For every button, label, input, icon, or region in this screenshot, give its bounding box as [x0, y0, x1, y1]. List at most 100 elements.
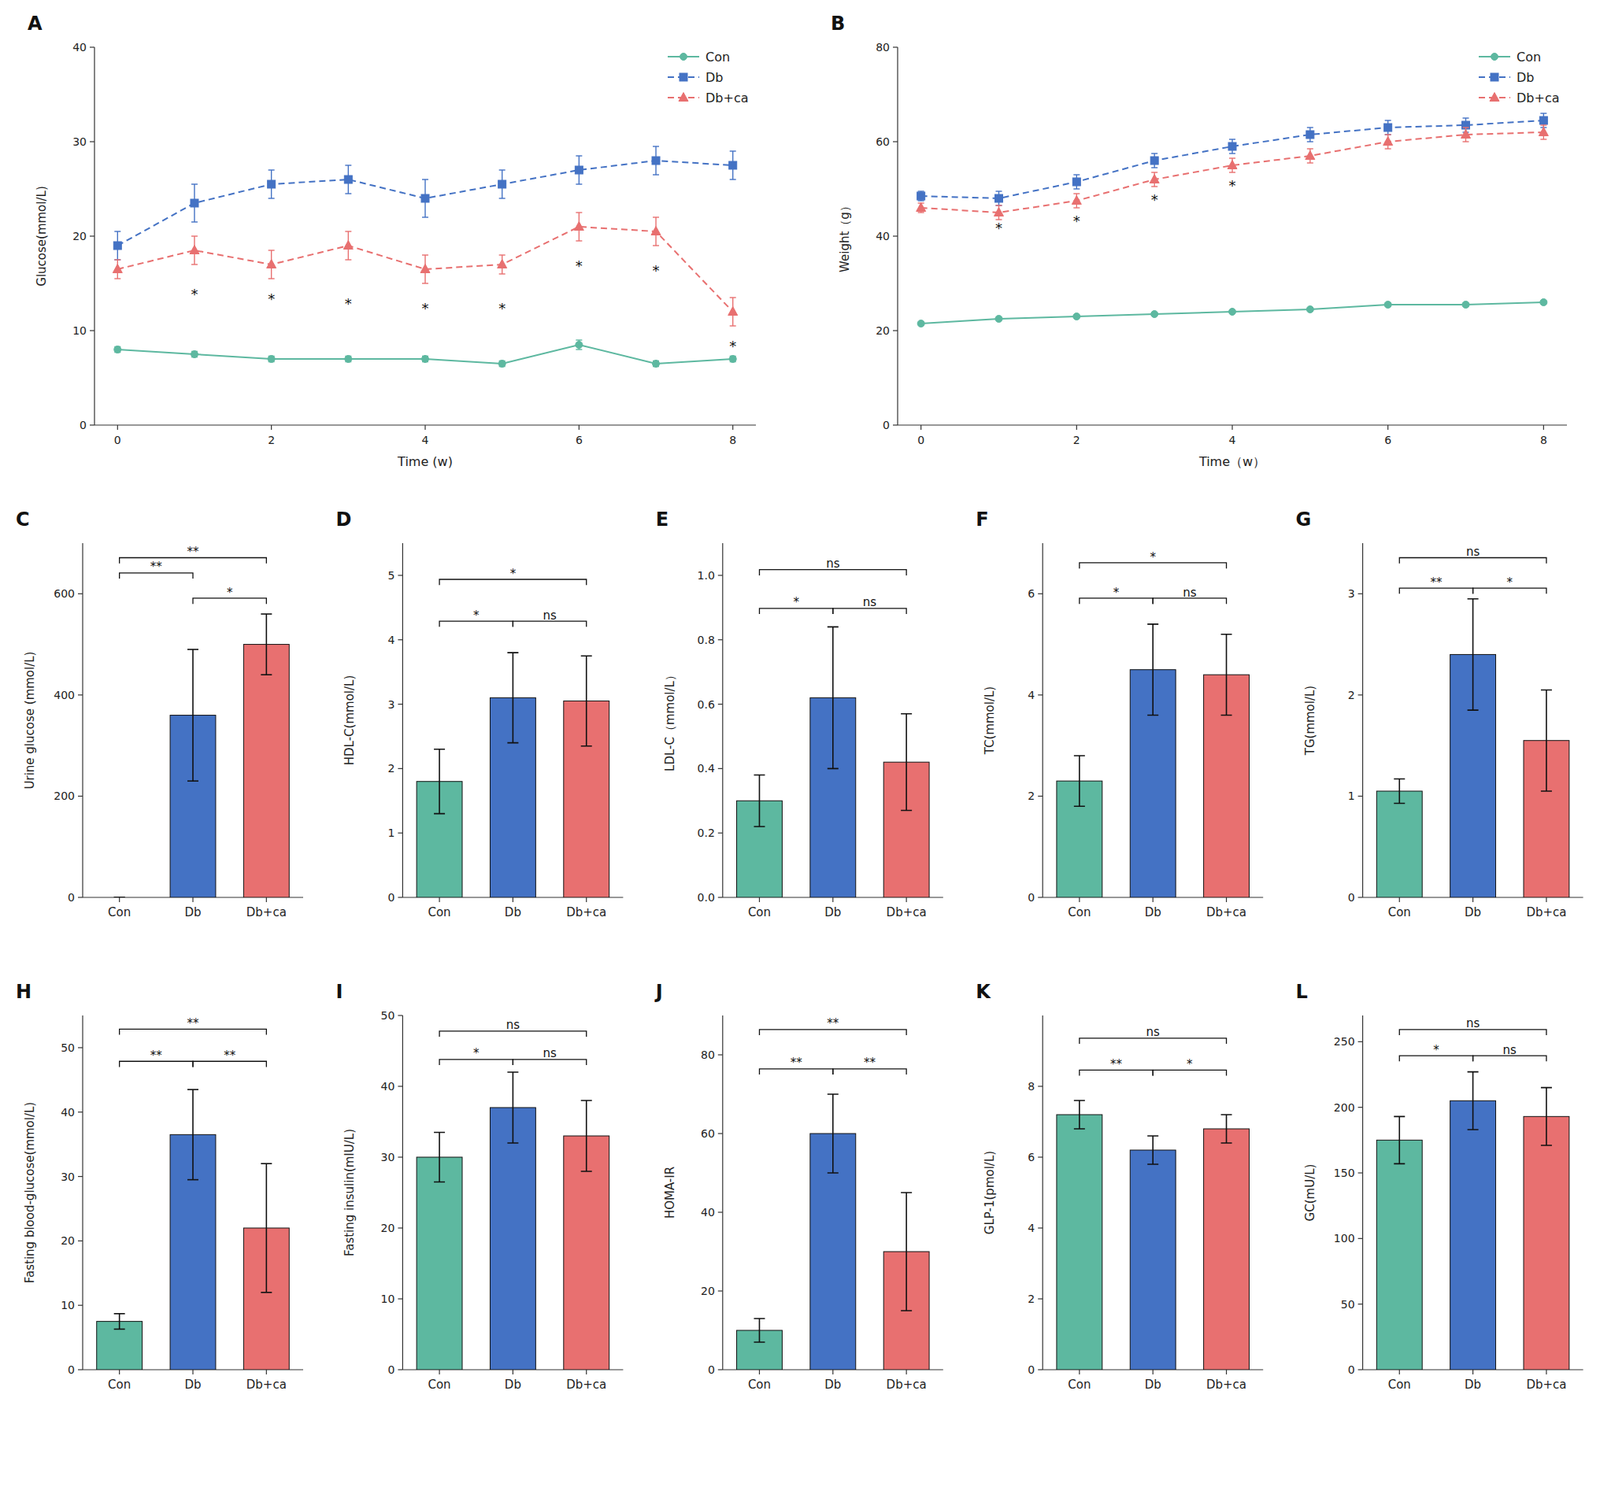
- error-bar-stem: [438, 749, 441, 815]
- significance-label: ns: [542, 608, 557, 623]
- annotation: *: [344, 295, 352, 312]
- data-point: [1306, 130, 1315, 139]
- error-bar-cap: [753, 825, 765, 828]
- x-tick-label: Db: [184, 1377, 201, 1393]
- annotation: *: [1151, 191, 1159, 208]
- y-tick: [1358, 593, 1363, 595]
- error-bar-cap: [507, 1071, 519, 1074]
- panel-label: L: [1296, 981, 1308, 1004]
- panel-label: E: [655, 508, 669, 531]
- x-tick: [585, 1370, 587, 1375]
- data-point: [113, 241, 122, 250]
- x-tick-label: Db+ca: [1206, 1377, 1247, 1393]
- error-bar-cap: [900, 1310, 912, 1312]
- data-point: [995, 315, 1003, 323]
- data-point: [422, 355, 430, 363]
- significance-label: **: [150, 559, 163, 575]
- x-tick: [1076, 425, 1078, 430]
- y-tick: [1037, 896, 1043, 898]
- error-bar-cap: [1385, 133, 1392, 135]
- y-axis-label: TC(mmol/L): [982, 686, 997, 756]
- data-point: [652, 360, 660, 368]
- bar: [96, 1322, 143, 1371]
- y-tick-label: 0: [67, 1363, 75, 1377]
- significance-bracket: *: [1079, 550, 1227, 570]
- error-bar-cap: [1073, 192, 1080, 194]
- legend-label: Db+ca: [705, 90, 749, 106]
- x-tick-label: Con: [1388, 905, 1412, 920]
- x-tick-label: Con: [427, 1377, 451, 1393]
- data-point: [917, 192, 926, 200]
- significance-bracket: *: [759, 595, 833, 615]
- error-bar-cap: [433, 813, 445, 815]
- significance-label: ns: [1146, 1025, 1161, 1040]
- error-bar-stem: [1398, 779, 1400, 804]
- data-point: [1384, 123, 1393, 132]
- y-tick: [1037, 593, 1043, 595]
- panel: F0246TC(mmol/L)ConDbDb+ca*ns*: [975, 508, 1263, 920]
- x-tick-label: Db: [504, 905, 522, 920]
- error-bar-stem: [512, 652, 515, 744]
- y-tick: [397, 1085, 403, 1087]
- error-bar-cap: [1385, 148, 1392, 149]
- error-bar-cap: [422, 216, 429, 218]
- series: [114, 340, 737, 368]
- x-tick-label: Con: [107, 905, 131, 920]
- error-bar-cap: [1393, 778, 1405, 781]
- error-bar-cap: [344, 192, 352, 194]
- panel: J020406080HOMA-IRConDbDb+ca******: [654, 981, 944, 1393]
- significance-bracket: **: [1079, 1057, 1153, 1077]
- error-bar: [422, 179, 429, 218]
- data-point: [267, 355, 275, 363]
- y-tick: [397, 1369, 403, 1371]
- x-tick: [512, 1370, 514, 1375]
- y-tick: [1358, 1172, 1363, 1174]
- error-bar-stem: [905, 1192, 908, 1312]
- y-axis-line: [722, 1015, 723, 1371]
- significance-bracket: ns: [1399, 544, 1547, 564]
- x-tick-label: Db+ca: [246, 1377, 287, 1393]
- error-bar-cap: [1074, 805, 1086, 808]
- significance-label: ns: [862, 595, 878, 610]
- error-bar-stem: [1472, 599, 1475, 711]
- error-bar: [114, 897, 126, 899]
- legend-swatch-marker: [680, 53, 688, 61]
- significance-label: ns: [1182, 585, 1197, 600]
- error-bar-cap: [114, 896, 126, 898]
- data-point: [728, 307, 738, 316]
- error-bar: [191, 184, 198, 223]
- x-tick-label: Con: [107, 1377, 131, 1393]
- significance-bracket: *: [1152, 1057, 1226, 1077]
- x-tick-label: 8: [729, 433, 737, 447]
- data-point: [1227, 160, 1238, 170]
- x-tick-label: Db+ca: [566, 1377, 607, 1393]
- error-bar-cap: [652, 145, 660, 147]
- y-tick-label: 4: [1027, 688, 1035, 702]
- error-bar-cap: [729, 325, 737, 326]
- significance-label: ns: [825, 556, 841, 571]
- y-axis-line: [1042, 543, 1044, 898]
- data-point: [1462, 301, 1470, 309]
- y-tick: [892, 235, 898, 237]
- y-tick: [77, 796, 83, 797]
- x-tick-label: 0: [114, 433, 122, 447]
- y-tick: [718, 639, 723, 641]
- y-tick-label: 20: [875, 324, 890, 338]
- annotation: *: [575, 257, 583, 275]
- y-tick: [892, 424, 898, 426]
- bar: [1376, 791, 1423, 898]
- panel-label: I: [335, 981, 343, 1004]
- x-tick: [906, 897, 908, 903]
- series-line: [921, 302, 1545, 324]
- error-bar-cap: [191, 263, 198, 265]
- y-tick-label: 6: [1027, 1151, 1035, 1164]
- y-tick: [77, 1305, 83, 1307]
- significance-label: *: [473, 608, 480, 623]
- error-bar: [1467, 599, 1479, 711]
- error-bar-cap: [729, 296, 737, 298]
- y-tick-label: 80: [700, 1048, 715, 1062]
- x-tick-label: Db: [1464, 1377, 1482, 1393]
- data-point: [189, 245, 200, 255]
- panel: K02468GLP-1(pmol/L)ConDbDb+ca***ns: [975, 981, 1263, 1393]
- error-bar-cap: [575, 240, 582, 241]
